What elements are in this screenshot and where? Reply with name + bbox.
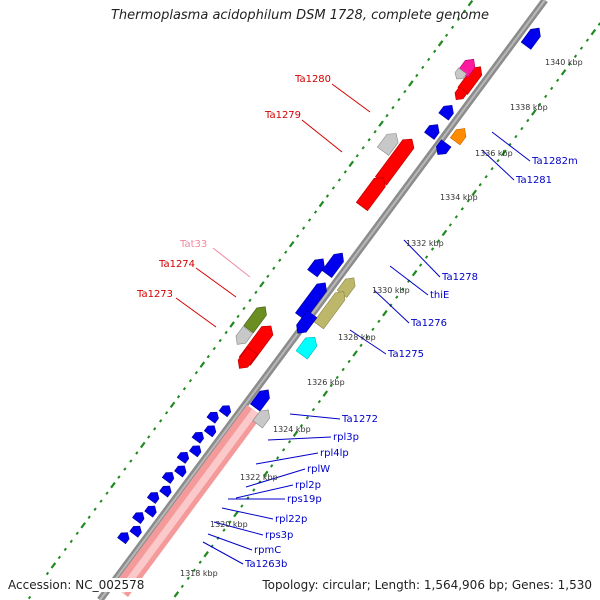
gene-label-rplw: rplW: [307, 464, 330, 475]
gene-label-tat33: Tat33: [179, 239, 207, 250]
kbp-marker: 1340 kbp: [545, 58, 583, 67]
gene-label-ta1280: Ta1280: [294, 74, 331, 85]
gene-arrow: [449, 128, 467, 146]
gene-arrow: [520, 27, 541, 50]
accession-label: Accession: NC_002578: [8, 578, 145, 592]
gene-label-ta1276: Ta1276: [410, 318, 447, 329]
gene-label-ta1273: Ta1273: [136, 289, 173, 300]
label-leader-lines: [175, 83, 531, 565]
leader-line: [389, 265, 429, 296]
gene-label-ta1281: Ta1281: [515, 175, 552, 186]
gene-arrow: [132, 512, 145, 525]
kbp-marker: 1318 kbp: [180, 569, 218, 578]
gene-arrow: [454, 86, 468, 101]
gene-arrow: [296, 310, 318, 334]
kbp-marker: 1336 kbp: [475, 149, 513, 158]
leader-line: [403, 239, 441, 278]
gene-label-rpl2p: rpl2p: [295, 480, 321, 491]
gene-arrow: [436, 139, 452, 155]
leader-line: [207, 533, 253, 551]
kbp-marker: 1328 kbp: [338, 333, 376, 342]
tick-track-outer: [27, 0, 474, 600]
leader-line: [212, 247, 251, 278]
gene-arrow: [313, 291, 346, 330]
gene-arrow: [218, 405, 232, 418]
genome-title: Thermoplasma acidophilum DSM 1728, compl…: [110, 8, 490, 23]
kbp-marker: 1330 kbp: [372, 286, 410, 295]
kbp-marker: 1324 kbp: [273, 425, 311, 434]
gene-arrow: [424, 124, 440, 140]
gene-arrow: [174, 465, 187, 478]
gene-arrow: [191, 431, 204, 444]
gene-label-ta1272: Ta1272: [341, 414, 378, 425]
kbp-marker: 1320 kbp: [210, 520, 248, 529]
leader-line: [331, 83, 371, 113]
gene-label-rpmc: rpmC: [254, 545, 281, 556]
genome-backbone: [97, 0, 548, 600]
leader-line: [289, 413, 341, 420]
gene-arrow: [249, 389, 270, 412]
gene-label-rpl22p: rpl22p: [275, 514, 307, 525]
gene-label-thie: thiE: [430, 290, 449, 301]
kbp-marker: 1334 kbp: [440, 193, 478, 202]
gene-arrow: [237, 346, 258, 369]
kbp-marker: 1322 kbp: [240, 473, 278, 482]
gene-arrow: [161, 472, 175, 484]
gene-arrow: [159, 485, 172, 498]
gene-label-rpl4lp: rpl4lp: [320, 448, 349, 459]
gene-labels: Ta1280 Ta1279 Tat33 Ta1274 Ta1273 Ta1282m Ta12…: [136, 74, 578, 570]
leader-line: [267, 436, 332, 441]
leader-line: [221, 507, 274, 520]
tick-tracks: [27, 0, 600, 600]
gene-arrow: [146, 492, 160, 504]
gene-label-rps19p: rps19p: [287, 494, 322, 505]
gene-label-rps3p: rps3p: [265, 530, 293, 541]
leader-line: [349, 329, 387, 355]
leader-line: [373, 289, 410, 324]
gene-arrow: [454, 67, 468, 80]
gene-arrow: [355, 177, 386, 212]
gene-label-ta1275: Ta1275: [387, 349, 424, 360]
gene-label-ta1278: Ta1278: [441, 272, 478, 283]
gene-arrow: [321, 252, 344, 278]
gene-arrow: [243, 306, 267, 334]
gene-arrow: [176, 452, 190, 464]
leader-line: [235, 484, 294, 499]
leader-line: [175, 297, 217, 328]
kbp-scale-labels: 1340 kbp 1338 kbp 1336 kbp 1334 kbp 1332 kbp…: [180, 58, 583, 578]
gene-arrow: [307, 258, 325, 278]
gene-arrow: [252, 409, 270, 429]
tick-track-inner: [173, 22, 600, 598]
leader-line: [491, 131, 531, 162]
gene-arrow: [295, 336, 318, 360]
leader-line: [213, 521, 264, 536]
gene-label-ta1279: Ta1279: [264, 110, 301, 121]
gene-arrow: [206, 411, 219, 424]
genome-summary: Topology: circular; Length: 1,564,906 bp…: [262, 578, 592, 592]
gene-arrow: [203, 425, 217, 438]
gene-label-ta1263b: Ta1263b: [244, 559, 287, 570]
gene-arrow: [117, 532, 130, 545]
kbp-marker: 1326 kbp: [307, 378, 345, 387]
gene-arrow: [129, 525, 142, 538]
leader-line: [481, 149, 515, 181]
leader-line: [202, 541, 244, 565]
gene-arrow: [376, 133, 399, 156]
leader-line: [255, 452, 319, 465]
gene-label-ta1282m: Ta1282m: [531, 156, 578, 167]
leader-line: [301, 119, 343, 153]
gene-arrow: [188, 445, 202, 458]
leader-line: [195, 267, 237, 298]
leader-line: [245, 468, 306, 488]
gene-label-rpl3p: rpl3p: [333, 432, 359, 443]
gene-label-ta1274: Ta1274: [158, 259, 195, 270]
gene-arrow: [144, 505, 157, 518]
gene-arrow: [438, 104, 454, 121]
kbp-marker: 1338 kbp: [510, 103, 548, 112]
kbp-marker: 1332 kbp: [406, 239, 444, 248]
gene-features: [117, 27, 541, 545]
gene-arrow: [235, 326, 254, 345]
